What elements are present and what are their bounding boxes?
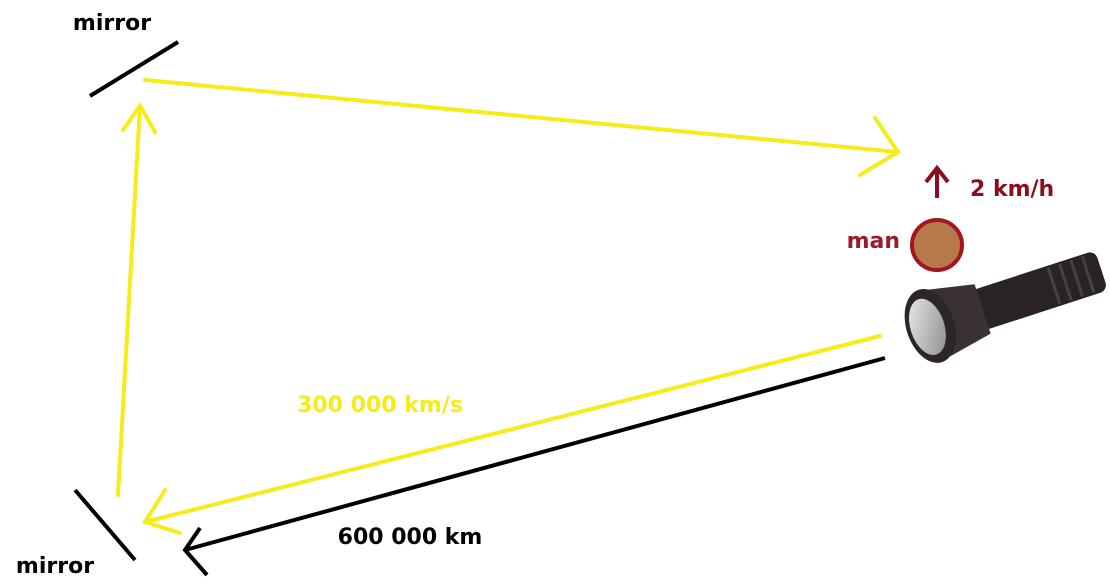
mirror-bottom	[75, 490, 135, 560]
light-speed-label: 300 000 km/s	[297, 393, 463, 418]
mirror-top	[90, 42, 178, 96]
light-path	[118, 80, 898, 533]
diagram: mirror mirror man 2 km/h 300 000 km/s 60…	[0, 0, 1110, 583]
distance-arrow	[185, 358, 885, 575]
mirror-label: mirror	[16, 554, 94, 579]
mirror-label: mirror	[73, 11, 151, 36]
man-label: man	[847, 229, 900, 254]
velocity-arrow	[926, 168, 948, 198]
distance-label: 600 000 km	[338, 525, 483, 550]
man	[912, 220, 962, 270]
speed-label: 2 km/h	[970, 177, 1054, 202]
